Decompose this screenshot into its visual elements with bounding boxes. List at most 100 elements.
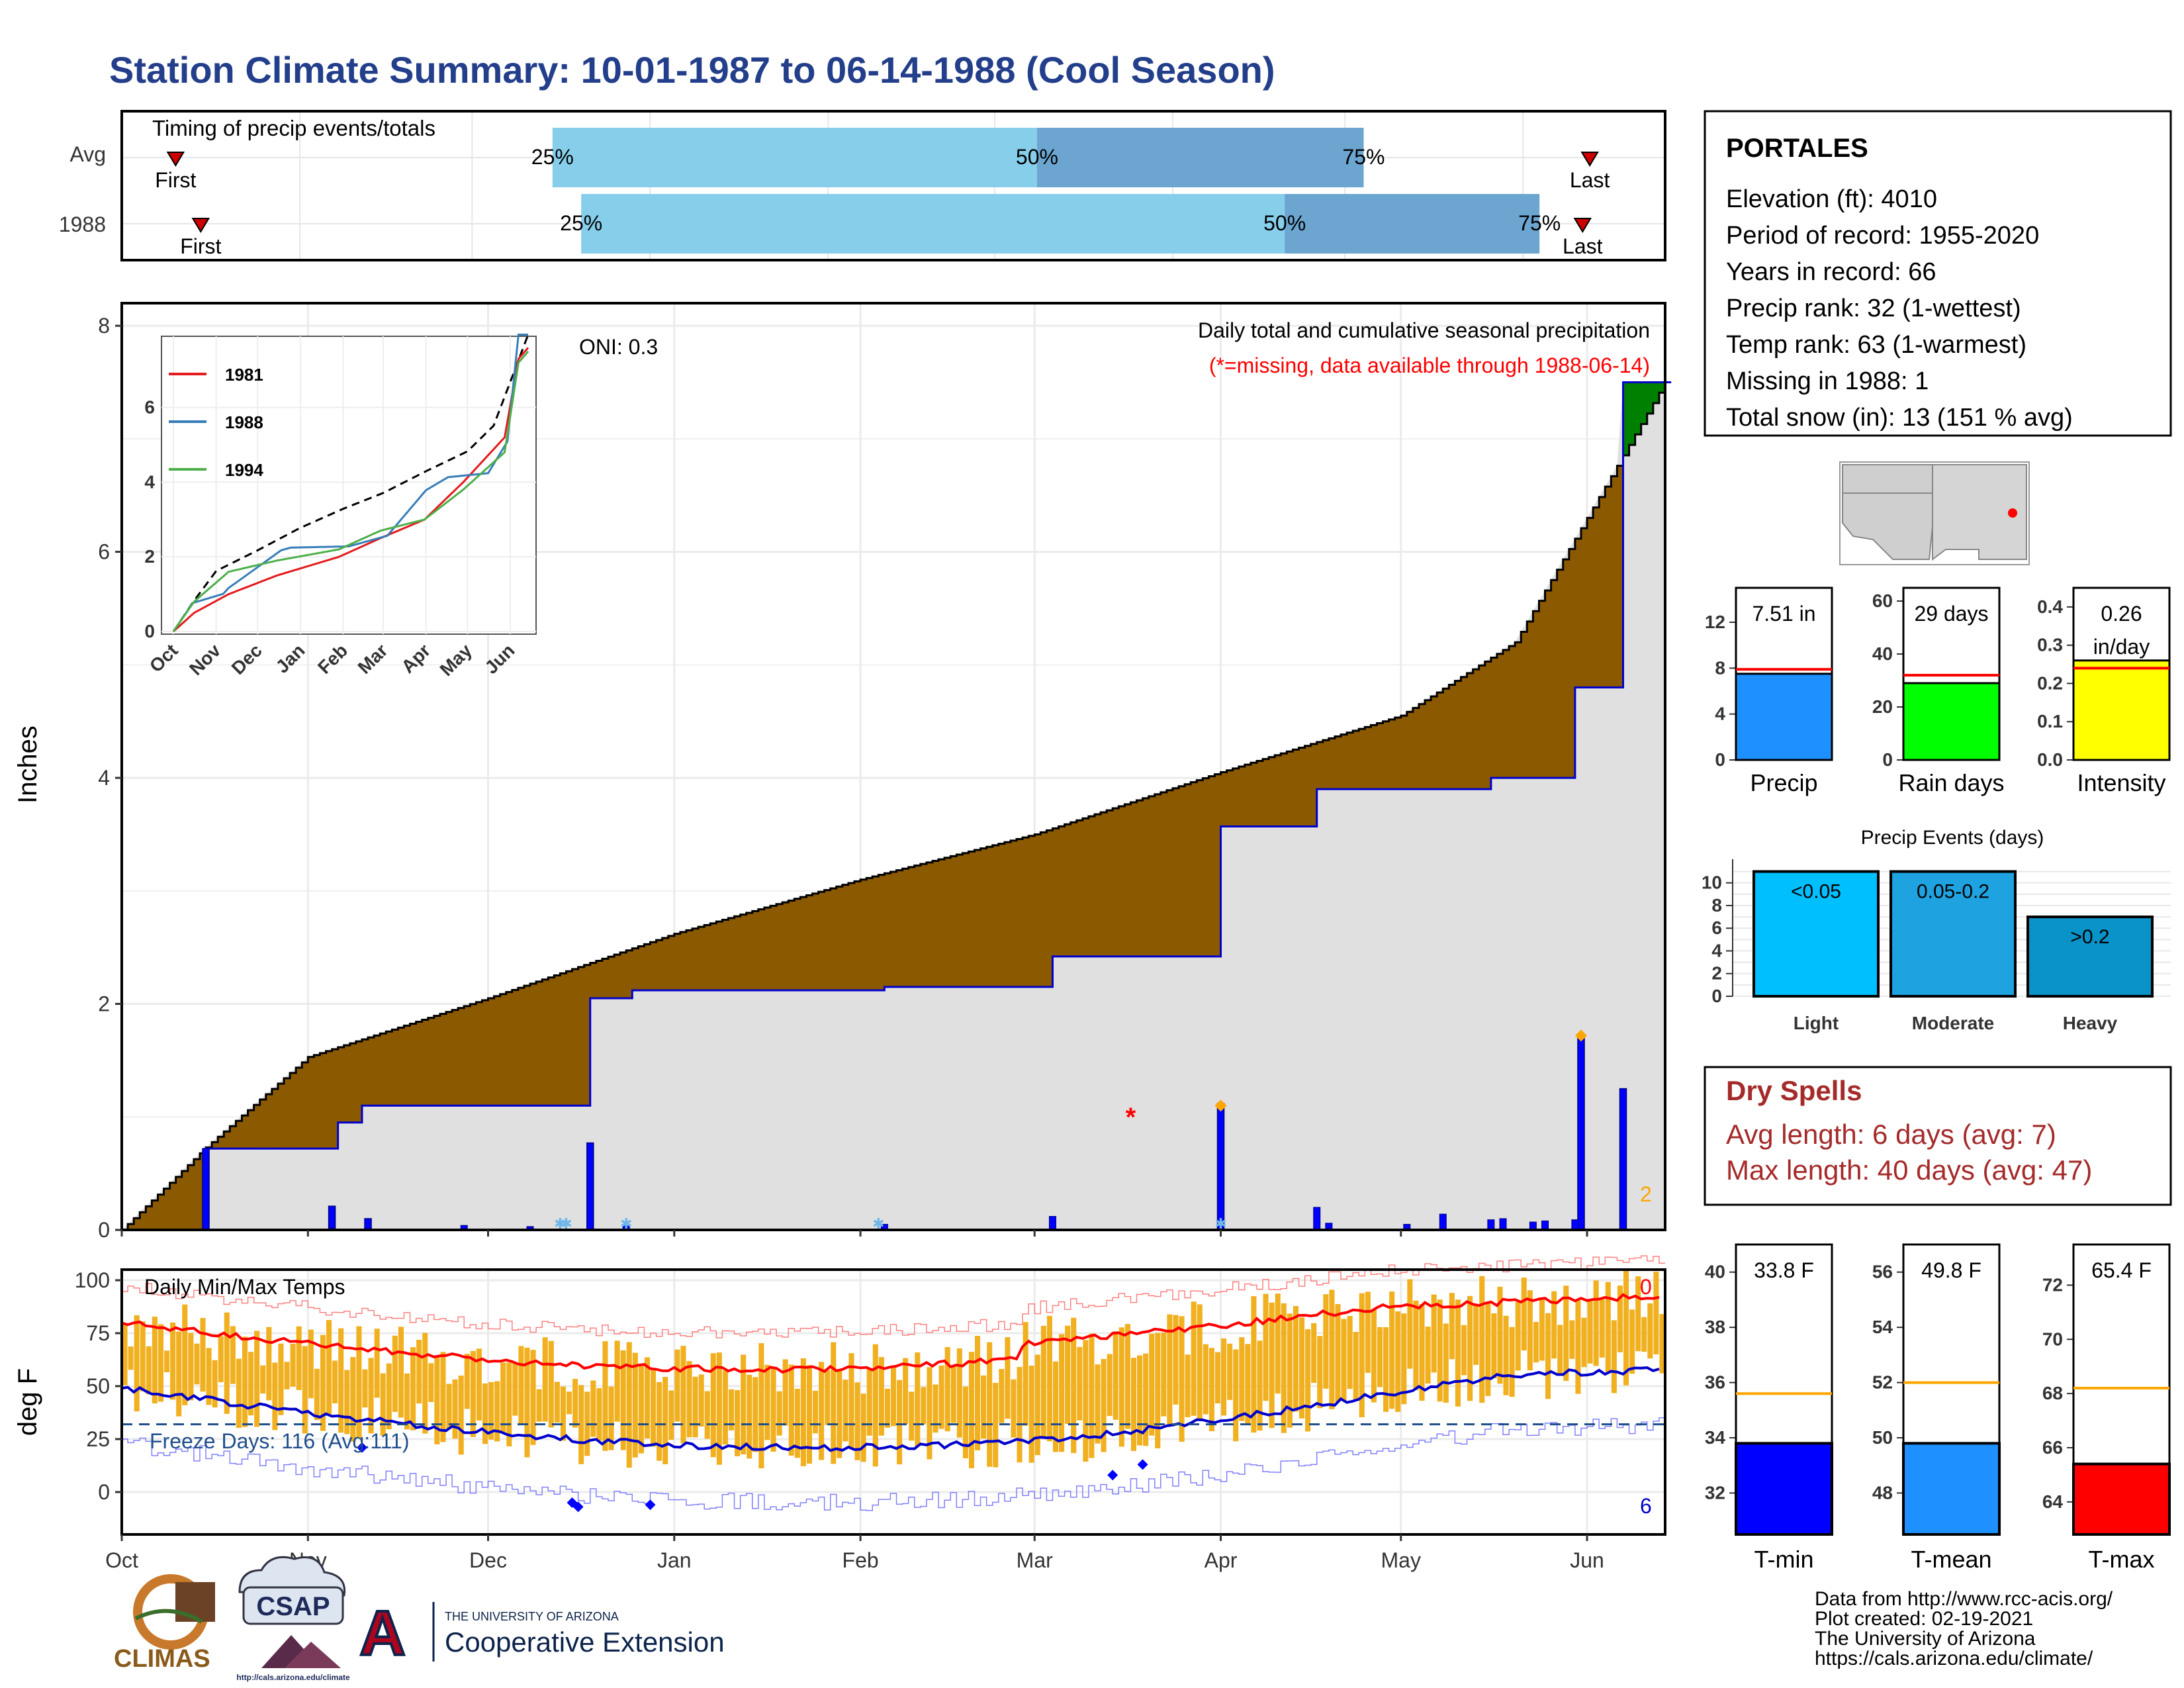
daily-temp-bar xyxy=(657,1382,662,1461)
daily-temp-bar xyxy=(206,1348,212,1405)
precip-deficit-fill xyxy=(271,1088,279,1149)
daily-temp-bar xyxy=(176,1331,182,1417)
precip-deficit-fill xyxy=(349,1043,357,1123)
daily-temp-bar xyxy=(1509,1327,1515,1397)
precip-deficit-fill xyxy=(1004,842,1011,987)
daily-temp-bar xyxy=(1359,1293,1365,1418)
daily-temp-bar xyxy=(386,1363,392,1430)
precip-deficit-fill xyxy=(1365,727,1371,790)
daily-temp-bar xyxy=(1059,1334,1065,1452)
daily-precip-bar xyxy=(1619,1088,1627,1231)
precip-deficit-fill xyxy=(1394,718,1402,790)
precip-deficit-fill xyxy=(212,1142,218,1149)
daily-temp-bar xyxy=(290,1344,296,1387)
daily-temp-bar xyxy=(1214,1352,1221,1404)
precip-deficit-fill xyxy=(998,843,1005,987)
events-ytick-label: 4 xyxy=(1711,940,1722,961)
precip-deficit-fill xyxy=(326,1051,333,1149)
precip-deficit-fill xyxy=(944,857,951,987)
daily-temp-bar xyxy=(308,1329,314,1399)
precip-deficit-fill xyxy=(1580,528,1588,688)
precip-deficit-fill xyxy=(1310,743,1318,827)
missing-data-marker: * xyxy=(1126,1103,1136,1132)
daily-temp-bar xyxy=(548,1340,554,1428)
precip-deficit-fill xyxy=(1353,730,1359,790)
daily-temp-bar xyxy=(302,1346,308,1434)
precip-deficit-fill xyxy=(1172,788,1179,957)
timing-marker-first-1988 xyxy=(191,218,210,233)
precip-deficit-fill xyxy=(932,861,939,987)
precip-surplus-fill xyxy=(1641,382,1648,424)
daily-temp-bar xyxy=(860,1393,866,1462)
precip-deficit-fill xyxy=(332,1049,339,1149)
precip-deficit-fill xyxy=(1293,749,1300,827)
precip-deficit-fill xyxy=(1328,738,1336,790)
temp-summary-ytick-label: 56 xyxy=(1872,1262,1893,1282)
precip-deficit-fill xyxy=(938,859,945,987)
daily-temp-bar xyxy=(1593,1280,1599,1366)
daily-temp-bar xyxy=(1287,1313,1293,1428)
temp-panel: 0 25 50 75 100 deg F Daily Min/Max Temps Fre… xyxy=(13,1255,1666,1572)
precip-deficit-fill xyxy=(710,923,717,991)
daily-temp-bar xyxy=(188,1333,194,1401)
precip-deficit-fill xyxy=(1377,723,1384,790)
precip-deficit-fill xyxy=(662,937,669,991)
daily-temp-bar xyxy=(1437,1299,1443,1402)
precip-deficit-fill xyxy=(128,1224,134,1230)
precip-deficit-fill xyxy=(374,1035,381,1106)
precip-deficit-fill xyxy=(308,1056,314,1149)
daily-temp-bar xyxy=(878,1356,884,1436)
daily-temp-bar xyxy=(1221,1338,1227,1416)
daily-temp-bar xyxy=(776,1391,782,1436)
precip-deficit-fill xyxy=(560,973,567,1106)
precip-deficit-fill xyxy=(1406,712,1414,790)
precip-deficit-fill xyxy=(1154,794,1161,957)
precip-deficit-fill xyxy=(1191,782,1197,957)
precip-deficit-fill xyxy=(458,1008,465,1106)
daily-temp-bar xyxy=(536,1389,542,1422)
daily-temp-bar xyxy=(782,1359,788,1426)
events-bar-moderate xyxy=(1889,870,2017,998)
precip-deficit-fill xyxy=(1197,780,1203,957)
precip-deficit-fill xyxy=(830,888,837,991)
temp-summary-ytick-label: 68 xyxy=(2042,1383,2063,1403)
precip-deficit-fill xyxy=(452,1009,459,1106)
events-ytick-label: 0 xyxy=(1711,986,1722,1006)
snow-marker: ✱ xyxy=(620,1215,632,1232)
daily-temp-bar xyxy=(1227,1343,1233,1400)
precip-deficit-fill xyxy=(1341,734,1347,790)
daily-temp-bar xyxy=(626,1342,632,1468)
inset-legend: 1981 1988 1994 xyxy=(169,365,263,480)
credit-line-4: https://cals.arizona.edu/climate/ xyxy=(1815,1648,2093,1669)
station-name: PORTALES xyxy=(1726,134,1868,163)
daily-temp-bar xyxy=(578,1385,584,1464)
temp-summary-label: T-min xyxy=(1754,1546,1814,1573)
daily-temp-bar xyxy=(254,1331,260,1427)
precip-deficit-fill xyxy=(1400,716,1408,790)
daily-temp-bar xyxy=(909,1391,915,1441)
precip-deficit-fill xyxy=(428,1017,435,1106)
daily-temp-bar xyxy=(1557,1325,1563,1376)
daily-temp-bar xyxy=(1317,1336,1323,1409)
temp-count-bottom: 6 xyxy=(1640,1494,1652,1518)
inset-ytick-label: 4 xyxy=(144,471,155,492)
summary-value-label: 7.51 in xyxy=(1752,602,1815,626)
record-low-marker xyxy=(356,1442,367,1453)
precip-deficit-fill xyxy=(866,878,873,991)
daily-temp-bar xyxy=(140,1321,146,1391)
precip-deficit-fill xyxy=(152,1200,159,1230)
summary-ytick-label: 0.0 xyxy=(2037,749,2063,770)
temp-summary-label: T-max xyxy=(2088,1546,2154,1573)
climas-logo-text: CLIMAS xyxy=(114,1645,210,1673)
temp-summary-bar-t-mean xyxy=(1902,1442,2001,1536)
timing-label-50-1988: 50% xyxy=(1263,211,1306,235)
record-low-marker xyxy=(1107,1470,1118,1481)
precip-deficit-fill xyxy=(1185,784,1191,957)
precip-deficit-fill xyxy=(854,881,861,991)
precip-deficit-fill xyxy=(1574,538,1582,688)
station-period: Period of record: 1955-2020 xyxy=(1726,222,2039,250)
daily-temp-bar xyxy=(710,1353,716,1458)
daily-temp-bar xyxy=(1485,1303,1491,1396)
station-years: Years in record: 66 xyxy=(1726,258,1936,286)
